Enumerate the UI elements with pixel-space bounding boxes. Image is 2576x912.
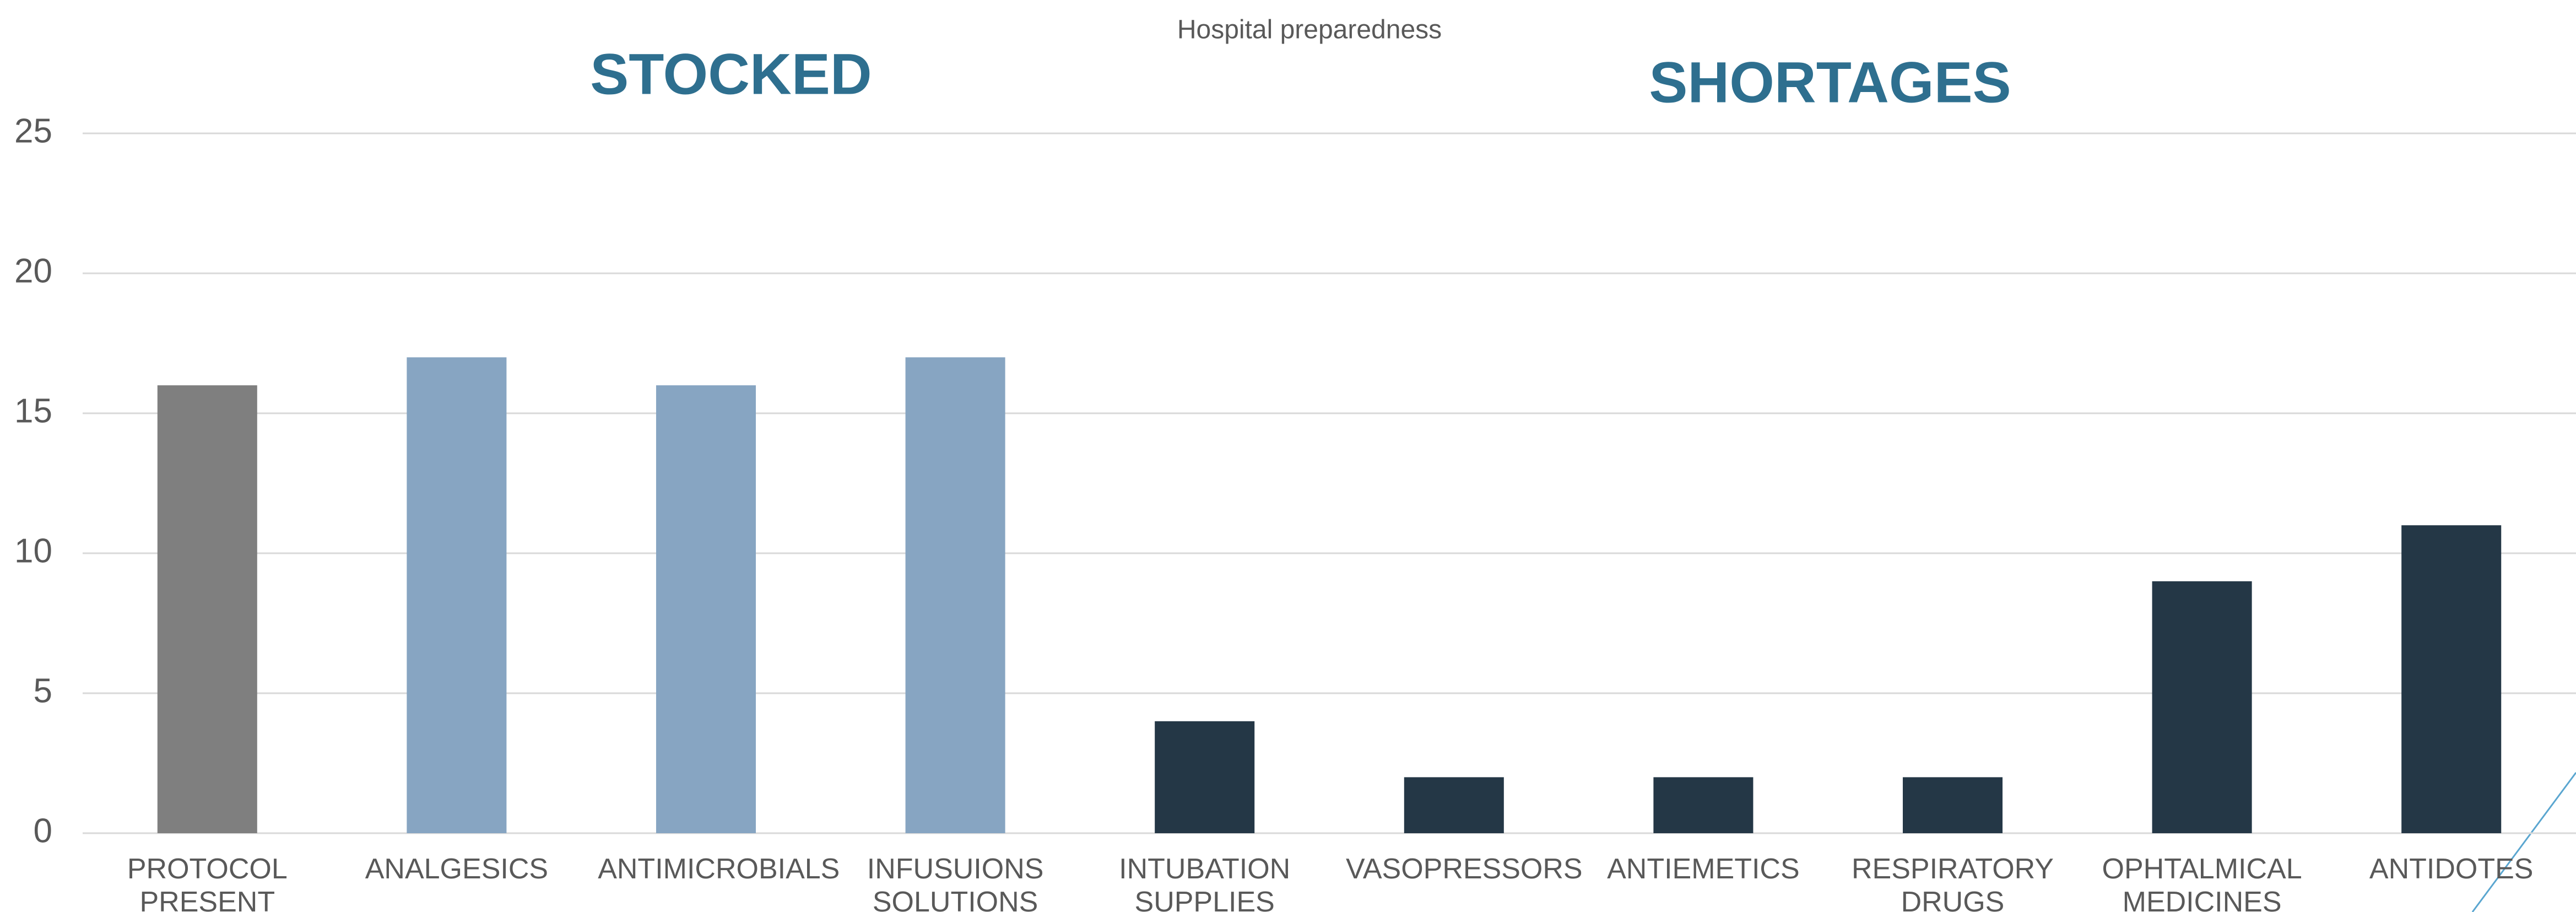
bar — [1404, 777, 1504, 833]
x-tick-label: ANTIDOTES — [2369, 853, 2534, 885]
annotation: STOCKED — [590, 42, 872, 107]
x-tick-label: OPHTALMICAL MEDICINES — [2102, 853, 2302, 912]
y-tick-label: 5 — [34, 672, 52, 710]
x-tick-label: INTUBATION SUPPLIES — [1119, 853, 1291, 912]
bar — [905, 357, 1005, 833]
y-tick-label: 15 — [14, 392, 52, 430]
decoration-line — [2471, 772, 2576, 912]
bar — [2401, 525, 2502, 833]
bar — [157, 385, 257, 833]
x-tick-label: VASOPRESSORS — [1346, 853, 1583, 885]
bar — [2152, 581, 2252, 833]
x-tick-label: RESPIRATORY DRUGS — [1851, 853, 2054, 912]
bar — [1902, 777, 2003, 833]
bar — [656, 385, 756, 833]
x-tick-label: ANALGESICS — [365, 853, 549, 885]
y-tick-label: 20 — [14, 252, 52, 290]
chart-title: Hospital preparedness — [1177, 15, 1442, 45]
y-tick-label: 10 — [14, 532, 52, 570]
x-tick-label: PROTOCOL PRESENT — [127, 853, 288, 912]
bar — [1653, 777, 1754, 833]
x-tick-label: ANTIMICROBIALS — [598, 853, 840, 885]
x-tick-label: INFUSUIONS SOLUTIONS — [867, 853, 1044, 912]
bar — [1155, 721, 1255, 833]
y-tick-label: 0 — [34, 812, 52, 850]
bar — [407, 357, 507, 833]
x-tick-label: ANTIEMETICS — [1607, 853, 1800, 885]
y-tick-label: 25 — [14, 112, 52, 150]
annotation: SHORTAGES — [1649, 51, 2011, 115]
